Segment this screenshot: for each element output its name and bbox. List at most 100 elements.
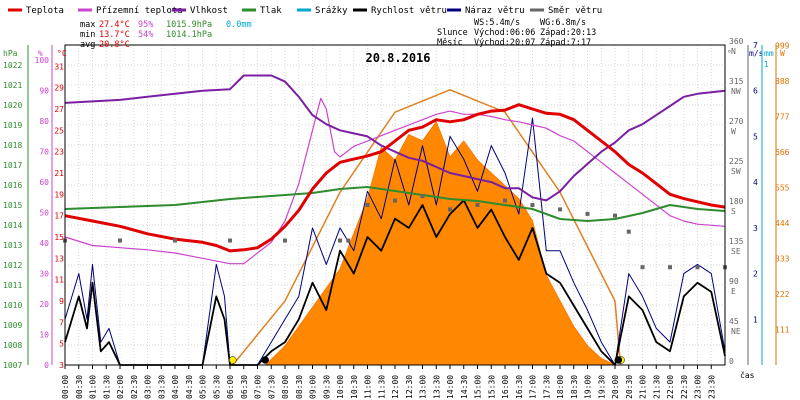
compass-label: E	[731, 287, 736, 296]
smer-vetru-dot	[420, 194, 425, 199]
temp-tick-label: 21	[54, 169, 64, 178]
compass-label: NW	[731, 87, 741, 96]
stats-moonrise: Východ:20:07	[474, 38, 535, 48]
vlhkost-line	[64, 74, 726, 202]
stats-sun-label: Slunce	[437, 28, 468, 38]
x-tick-label: 00:00	[61, 375, 70, 399]
humidity-tick-label: 0	[44, 361, 49, 370]
x-tick-label: 05:30	[212, 375, 221, 399]
direction-tick-label: 90	[729, 277, 739, 286]
pressure-tick-label: 1011	[3, 281, 22, 290]
humidity-tick-label: 50	[39, 209, 49, 218]
smer-vetru-dot	[448, 207, 452, 212]
teplota-line	[64, 103, 726, 253]
x-tick-label: 13:00	[419, 375, 428, 399]
stats-pressure: 1014.1hPa	[166, 30, 212, 40]
smer-vetru-dot	[503, 198, 507, 203]
compass-label: N	[731, 47, 736, 56]
x-tick-label: 12:00	[391, 375, 400, 399]
stats-temp: 13.7°C	[99, 30, 130, 40]
x-tick-label: 21:30	[652, 375, 661, 399]
x-tick-label: 22:00	[666, 375, 675, 399]
x-tick-label: 09:00	[309, 375, 318, 399]
temp-tick-label: 11	[54, 276, 64, 285]
solar-tick-label: 666	[775, 148, 790, 157]
pressure-tick-label: 1010	[3, 301, 22, 310]
x-tick-label: 03:30	[157, 375, 166, 399]
wind-tick-label: 2	[753, 270, 758, 279]
x-tick-label: 18:00	[556, 375, 565, 399]
solar-tick-label: 555	[775, 183, 790, 192]
temp-axis-unit: °C	[57, 49, 67, 58]
legend-label: Rychlost větru	[371, 6, 447, 16]
smer-vetru-dot	[585, 211, 590, 216]
stats-moon-label: Měsíc	[437, 38, 463, 48]
pressure-tick-label: 1017	[3, 161, 22, 170]
smer-vetru-dot	[530, 203, 535, 207]
rain-tick-label: 1	[764, 60, 769, 69]
wind-tick-label: 3	[753, 224, 758, 233]
wind-tick-label: 6	[753, 87, 758, 96]
pressure-tick-label: 1007	[3, 361, 22, 370]
wind-tick-label: 7	[753, 41, 758, 50]
wind-axis-unit: m/s	[749, 49, 764, 58]
direction-tick-label: 315	[729, 77, 744, 86]
smer-vetru-dot	[228, 238, 232, 243]
x-tick-label: 22:30	[680, 375, 689, 399]
prizemni-teplota-line	[64, 97, 726, 265]
wind-tick-label: 4	[753, 178, 758, 187]
stats-row-label: max	[80, 20, 95, 30]
pressure-tick-label: 1013	[3, 241, 22, 250]
stats-wind-speed: WS:5.4m/s	[474, 18, 520, 28]
wind-tick-label: 5	[753, 132, 758, 141]
humidity-tick-label: 90	[39, 87, 49, 96]
pressure-tick-label: 1020	[3, 101, 22, 110]
smer-vetru-dot	[640, 265, 645, 270]
x-tick-label: 15:00	[474, 375, 483, 399]
humidity-tick-label: 80	[39, 117, 49, 126]
legend-label: Teplota	[26, 6, 64, 16]
x-tick-label: 13:30	[432, 375, 441, 399]
pressure-tick-label: 1014	[3, 221, 22, 230]
legend-label: Vlhkost	[190, 6, 228, 16]
humidity-axis-unit: %	[38, 49, 43, 58]
smer-vetru-dot	[393, 198, 397, 203]
x-tick-label: 06:00	[226, 375, 235, 399]
pressure-tick-label: 1016	[3, 181, 22, 190]
compass-label: S	[731, 207, 736, 216]
legend-label: Přízemní teplota	[96, 6, 183, 16]
solar-theoretical-line	[232, 88, 622, 366]
x-tick-label: 10:30	[350, 375, 359, 399]
temp-tick-label: 3	[59, 361, 64, 370]
pressure-tick-label: 1015	[3, 201, 22, 210]
x-tick-label: 20:00	[611, 375, 620, 399]
direction-axis-unit: °	[727, 49, 732, 58]
moonset-marker	[261, 356, 269, 364]
x-tick-label: 04:00	[171, 375, 180, 399]
solar-tick-label: 333	[775, 254, 790, 263]
x-tick-label: 17:00	[529, 375, 538, 399]
solar-tick-label: 777	[775, 112, 790, 121]
temp-tick-label: 27	[54, 105, 64, 114]
pressure-tick-label: 1008	[3, 341, 22, 350]
direction-tick-label: 135	[729, 237, 744, 246]
compass-label: NE	[731, 327, 741, 336]
smer-vetru-dot	[173, 238, 177, 243]
smer-vetru-dot	[626, 229, 631, 234]
smer-vetru-dot	[475, 203, 480, 207]
x-tick-label: 01:00	[89, 375, 98, 399]
x-tick-label: 17:30	[542, 375, 551, 399]
x-tick-label: 07:00	[254, 375, 263, 399]
temp-tick-label: 29	[54, 84, 64, 93]
chart-legend: Teplota Přízemní teplota Vlhkost Tlak Srážky…	[8, 6, 602, 16]
temp-tick-label: 25	[54, 126, 64, 135]
legend-label: Směr větru	[548, 6, 602, 16]
direction-tick-label: 180	[729, 197, 744, 206]
stats-moonset: Západ:7:17	[540, 38, 591, 48]
x-tick-label: 00:30	[75, 375, 84, 399]
x-tick-label: 05:00	[199, 375, 208, 399]
x-axis-unit: čas	[740, 370, 755, 380]
legend-label: Srážky	[315, 6, 348, 16]
x-tick-label: 07:30	[267, 375, 276, 399]
x-tick-label: 14:00	[446, 375, 455, 399]
